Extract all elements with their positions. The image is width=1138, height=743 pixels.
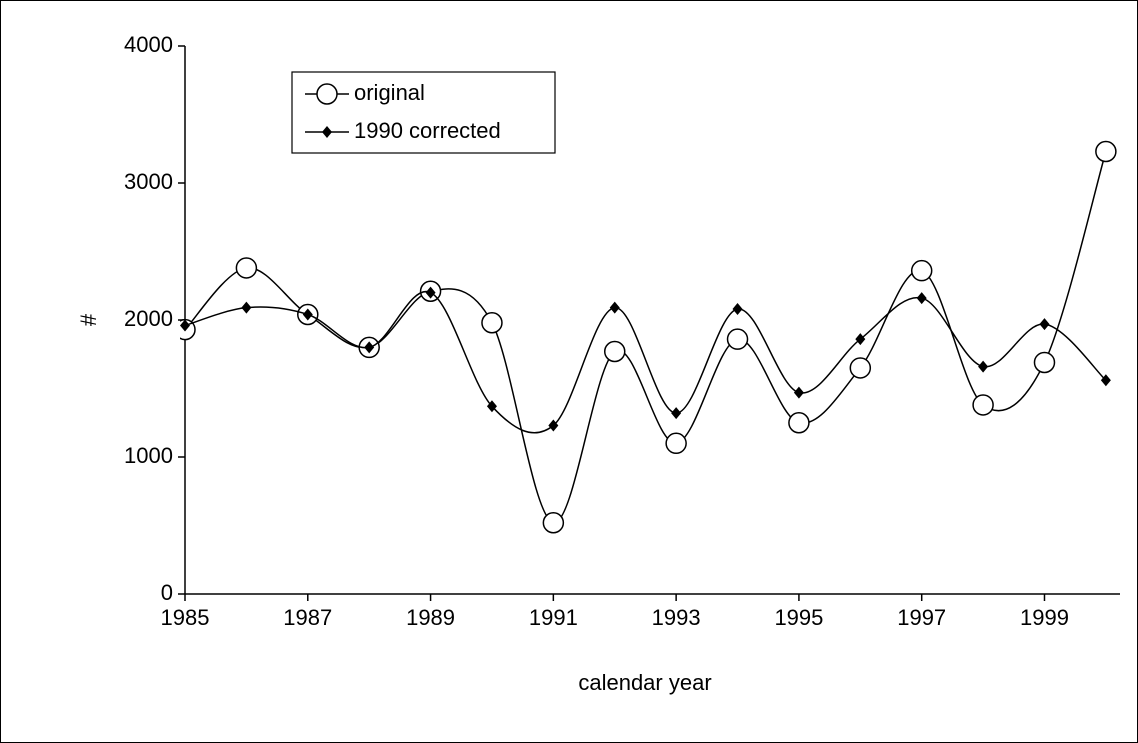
point: [1100, 374, 1111, 387]
x-tick-label: 1985: [161, 605, 210, 630]
point: [726, 328, 749, 350]
point: [609, 301, 620, 314]
point: [855, 333, 866, 346]
point: [972, 394, 994, 416]
point: [542, 512, 565, 534]
y-axis-title: #: [76, 313, 101, 326]
legend: original 1990 corrected: [291, 71, 556, 154]
plot-area: [180, 140, 1117, 534]
x-tick-label: 1995: [774, 605, 823, 630]
point: [1095, 140, 1117, 163]
point: [793, 386, 804, 399]
y-tick-label: 3000: [124, 169, 173, 194]
point: [486, 400, 497, 413]
point: [978, 360, 989, 373]
y-tick-label: 1000: [124, 443, 173, 468]
point: [548, 419, 559, 432]
point: [425, 286, 436, 299]
point: [481, 311, 503, 334]
x-axis-title: calendar year: [578, 670, 711, 695]
legend-label: 1990 corrected: [354, 118, 501, 143]
point: [1039, 318, 1050, 331]
point: [302, 308, 313, 321]
point: [671, 407, 682, 420]
point: [364, 341, 375, 354]
point: [732, 303, 743, 316]
x-tick-label: 1987: [283, 605, 332, 630]
legend-box: [291, 71, 556, 154]
legend-marker: [322, 126, 332, 138]
point: [916, 292, 927, 305]
legend-label: original: [354, 80, 425, 105]
x-tick-label: 1989: [406, 605, 455, 630]
point: [180, 319, 190, 332]
x-tick-label: 1991: [529, 605, 578, 630]
point: [235, 257, 258, 279]
legend-marker: [316, 83, 338, 105]
point: [910, 259, 933, 282]
point: [788, 412, 810, 434]
x-tick-label: 1997: [897, 605, 946, 630]
y-tick-label: 2000: [124, 306, 173, 331]
point: [665, 432, 687, 455]
x-tick-label: 1993: [652, 605, 701, 630]
point: [241, 301, 252, 314]
x-tick-label: 1999: [1020, 605, 1069, 630]
y-tick-label: 0: [161, 580, 173, 605]
point: [849, 357, 872, 379]
point: [1033, 351, 1056, 374]
point: [603, 340, 626, 363]
y-tick-label: 4000: [124, 32, 173, 57]
